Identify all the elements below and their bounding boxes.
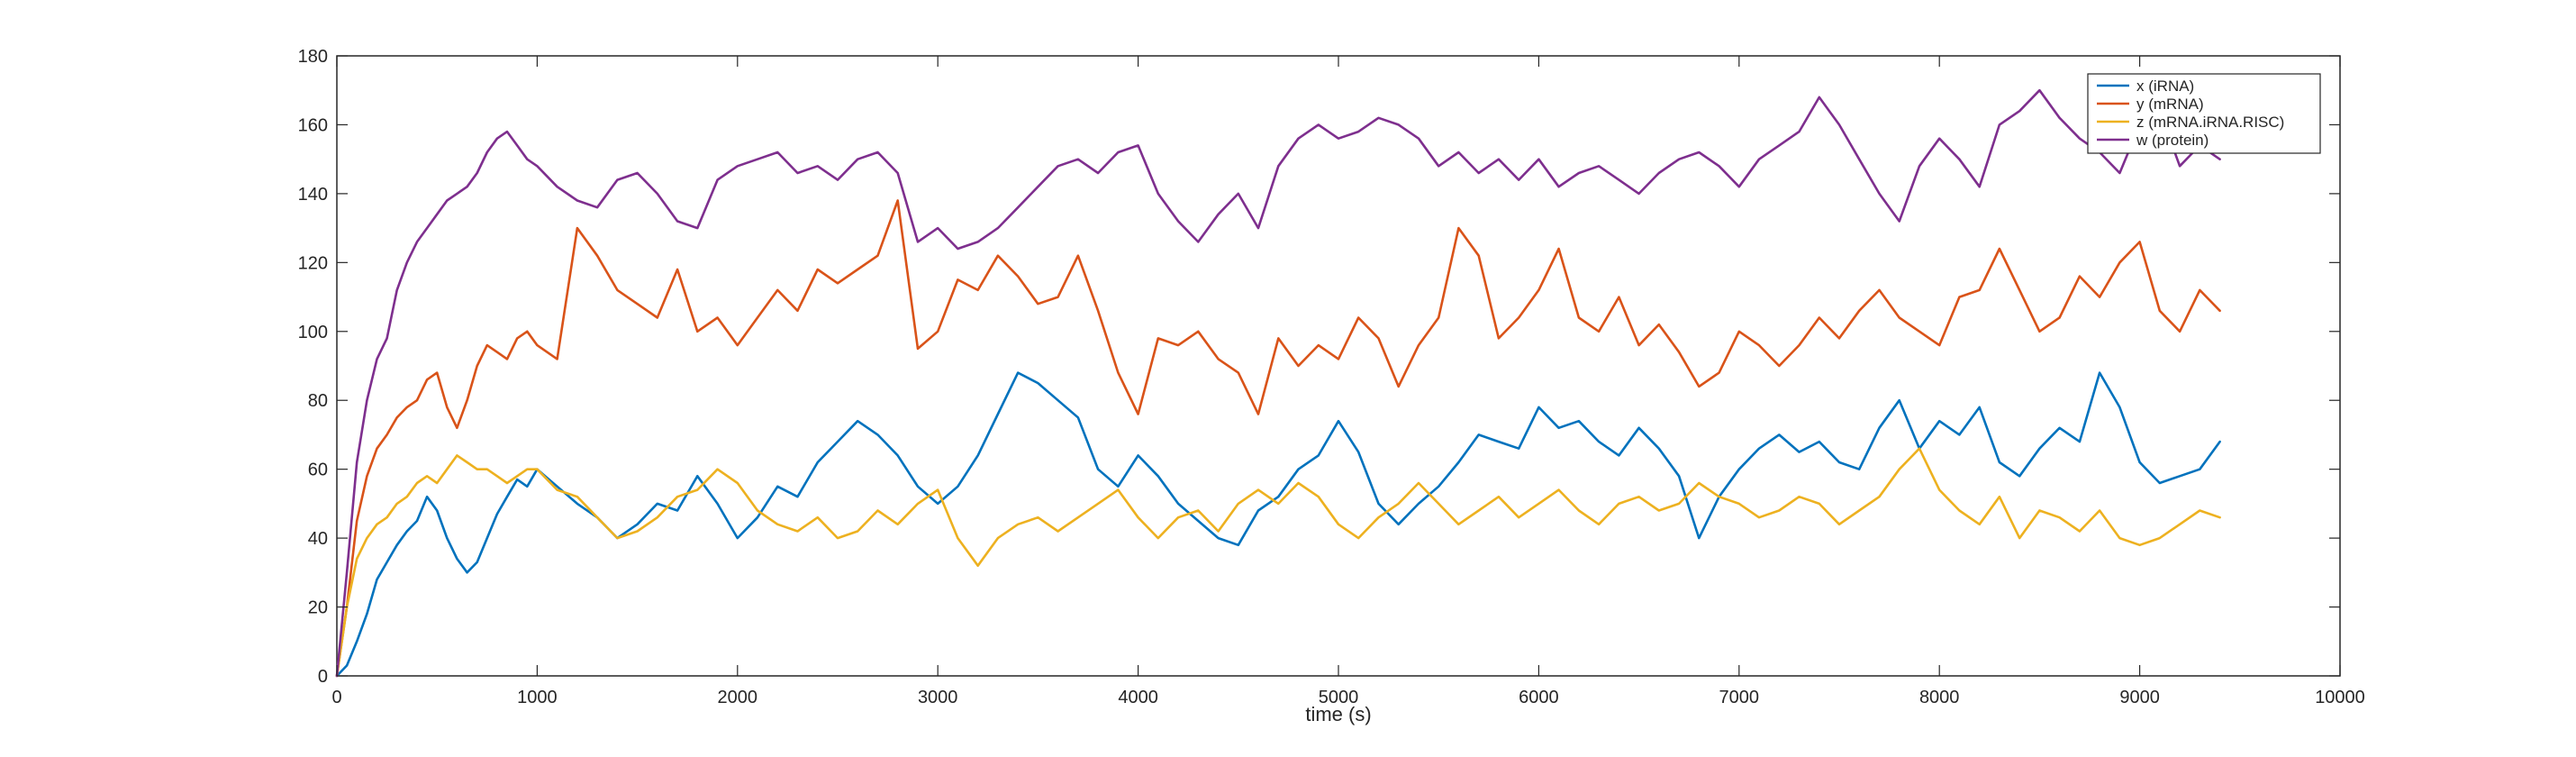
legend-label: z (mRNA.iRNA.RISC) (2136, 114, 2284, 131)
legend-label: y (mRNA) (2136, 96, 2204, 113)
y-tick-label: 60 (308, 461, 328, 480)
legend: x (iRNA)y (mRNA)z (mRNA.iRNA.RISC)w (pro… (2087, 73, 2321, 154)
series-line-0 (335, 371, 2221, 678)
y-tick-label: 160 (298, 115, 328, 135)
y-tick-label: 20 (308, 598, 328, 618)
x-tick-label: 7000 (1719, 688, 1760, 707)
y-axis: 0 20 40 60 80 100 120 140 160 180 (298, 47, 2340, 687)
legend-label: w (protein) (2136, 132, 2209, 149)
x-tick-label: 2000 (718, 688, 758, 707)
x-tick-label: 8000 (1919, 688, 1960, 707)
series-line-2 (335, 447, 2221, 678)
series-line-3 (335, 88, 2221, 678)
x-tick-label: 1000 (517, 688, 558, 707)
legend-label: x (iRNA) (2136, 78, 2194, 95)
y-tick-label: 120 (298, 253, 328, 273)
x-tick-label: 9000 (2119, 688, 2160, 707)
y-tick-label: 0 (318, 667, 328, 687)
plot-area (336, 55, 2341, 677)
x-axis-label: time (s) (1305, 703, 1371, 725)
y-tick-label: 100 (298, 323, 328, 342)
y-tick-label: 180 (298, 47, 328, 67)
x-tick-label: 10000 (2315, 688, 2365, 707)
y-tick-label: 140 (298, 185, 328, 205)
x-tick-label: 0 (331, 688, 341, 707)
y-tick-label: 40 (308, 529, 328, 549)
series-layer (335, 88, 2221, 678)
x-axis: 0 1000 2000 3000 4000 5000 6000 7000 8000 9000 100… (331, 56, 2365, 707)
x-tick-label: 6000 (1519, 688, 1559, 707)
x-tick-label: 5000 (1319, 688, 1359, 707)
x-tick-label: 4000 (1118, 688, 1158, 707)
series-line-1 (335, 199, 2221, 678)
y-tick-label: 80 (308, 391, 328, 411)
x-tick-label: 3000 (918, 688, 958, 707)
